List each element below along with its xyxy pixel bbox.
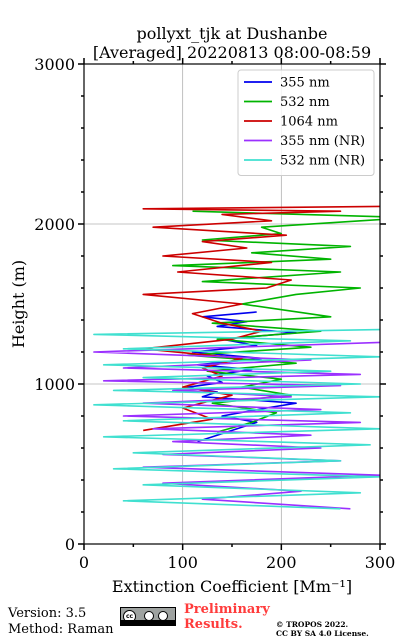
method-label: Method: Raman xyxy=(8,622,114,637)
chart-title-line2: [Averaged] 20220813 08:00-08:59 xyxy=(92,43,372,62)
copyright-line2: CC BY SA 4.0 License. xyxy=(276,629,369,638)
version-label: Version: 3.5 xyxy=(8,606,87,621)
y-tick-label: 0 xyxy=(65,535,75,554)
x-tick-label: 100 xyxy=(167,553,198,572)
cc-license-badge: cc xyxy=(120,607,176,626)
series-group xyxy=(93,205,380,510)
legend-box xyxy=(237,69,375,176)
copyright-notice: © TROPOS 2022. CC BY SA 4.0 License. xyxy=(276,620,369,638)
y-tick-label: 2000 xyxy=(34,215,75,234)
y-axis-label: Height (m) xyxy=(9,260,28,348)
legend-label: 1064 nm xyxy=(280,115,338,130)
chart-title-line1: pollyxt_tjk at Dushanbe xyxy=(136,24,328,43)
series-line-532-nm-nr xyxy=(93,328,380,510)
x-tick-label: 0 xyxy=(79,553,89,572)
y-tick-label: 3000 xyxy=(34,55,75,74)
legend-label: 532 nm xyxy=(280,95,330,110)
preliminary-line1: Preliminary xyxy=(184,602,270,617)
series-line-532-nm xyxy=(172,210,380,433)
preliminary-notice: Preliminary Results. xyxy=(184,602,270,632)
legend: 355 nm 532 nm 1064 nm 355 nm (NR) 532 nm (NR… xyxy=(237,69,375,176)
preliminary-line2: Results. xyxy=(184,617,243,632)
series-line-355-nm-nr xyxy=(93,341,380,510)
x-axis-label: Extinction Coefficient [Mm⁻¹] xyxy=(112,577,352,596)
legend-label: 355 nm (NR) xyxy=(280,134,365,149)
copyright-line1: © TROPOS 2022. xyxy=(276,620,349,629)
legend-label: 355 nm xyxy=(280,76,330,91)
legend-label: 532 nm (NR) xyxy=(280,154,365,169)
series-line-1064-nm xyxy=(142,205,380,432)
x-tick-label: 300 xyxy=(365,553,396,572)
x-tick-label: 200 xyxy=(266,553,297,572)
y-tick-label: 1000 xyxy=(34,375,75,394)
